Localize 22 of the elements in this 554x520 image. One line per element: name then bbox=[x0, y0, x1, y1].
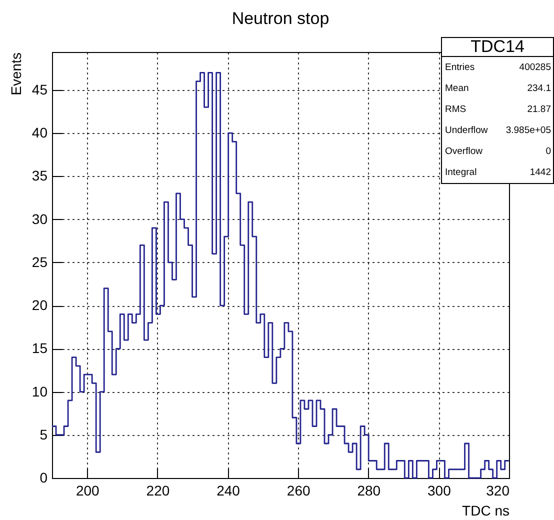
x-tick-label: 300 bbox=[428, 482, 452, 498]
y-tick-label: 20 bbox=[32, 297, 48, 314]
statistics-box: TDC14 Entries 400285 Mean 234.1 RMS 21.87 Underflow 3.985e+05 Overflow 0 Integral 1442 bbox=[441, 37, 554, 184]
annotation: TDC14 bbox=[442, 37, 553, 57]
y-tick-label: 0 bbox=[40, 470, 48, 486]
x-axis-title: TDC ns bbox=[462, 502, 510, 518]
y-tick-label: 35 bbox=[32, 168, 48, 184]
y-tick-label: 15 bbox=[32, 340, 48, 356]
y-tick-label: 10 bbox=[32, 383, 48, 400]
y-tick-label: 45 bbox=[32, 81, 48, 98]
x-tick-label: 280 bbox=[357, 482, 381, 498]
x-tick-label: 320 bbox=[486, 482, 510, 498]
x-tick-label: 220 bbox=[146, 482, 170, 498]
x-tick-label: 260 bbox=[286, 482, 310, 498]
y-tick-label: 5 bbox=[40, 426, 48, 442]
y-tick-label: 40 bbox=[32, 124, 48, 141]
chart-title: Neutron stop bbox=[232, 9, 330, 28]
y-axis-title: Events bbox=[8, 52, 24, 96]
x-tick-label: 240 bbox=[216, 482, 240, 498]
x-tick-label: 200 bbox=[76, 482, 100, 498]
y-tick-label: 30 bbox=[32, 210, 48, 227]
y-tick-label: 25 bbox=[32, 254, 48, 270]
